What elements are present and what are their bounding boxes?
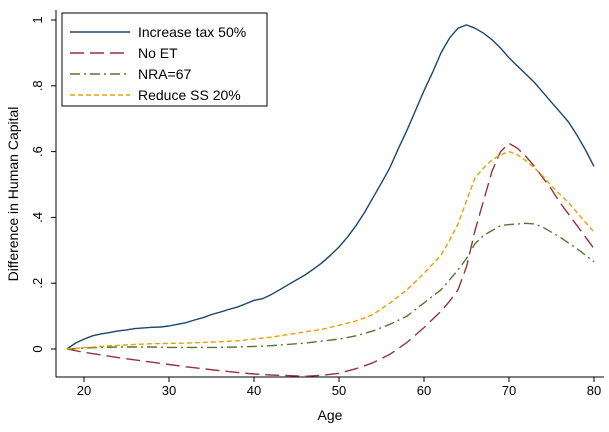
series-line-3 <box>66 222 595 350</box>
y-tick-label: .2 <box>30 278 45 289</box>
y-tick-label: 0 <box>30 345 45 352</box>
x-tick-label: 50 <box>332 383 346 398</box>
x-tick-label: 40 <box>247 383 261 398</box>
legend-label: Increase tax 50% <box>138 24 246 40</box>
x-tick-label: 70 <box>502 383 516 398</box>
y-axis-title: Difference in Human Capital <box>5 107 21 282</box>
legend-items: Increase tax 50% No ET NRA=67 Reduce SS 20% <box>70 24 246 103</box>
x-axis-ticks: 20 30 40 50 60 70 80 <box>77 377 601 398</box>
series-line-2 <box>66 142 595 377</box>
series-line-4 <box>66 150 595 350</box>
legend-label: No ET <box>138 45 178 61</box>
y-tick-label: .8 <box>30 80 45 91</box>
y-axis-ticks: 0 .2 .4 .6 .8 1 <box>30 16 56 353</box>
legend-label: NRA=67 <box>138 66 192 82</box>
legend-box <box>61 12 268 107</box>
x-tick-label: 80 <box>587 383 601 398</box>
x-tick-label: 60 <box>417 383 431 398</box>
legend: Increase tax 50% No ET NRA=67 Reduce SS 20% <box>61 12 268 107</box>
x-tick-label: 30 <box>162 383 176 398</box>
y-tick-label: .4 <box>30 212 45 223</box>
y-tick-label: 1 <box>30 16 45 23</box>
series-line-1 <box>66 24 595 350</box>
x-tick-label: 20 <box>77 383 91 398</box>
legend-label: Reduce SS 20% <box>138 87 241 103</box>
y-tick-label: .6 <box>30 146 45 157</box>
series-layer <box>66 24 595 377</box>
x-axis-title: Age <box>318 407 343 423</box>
